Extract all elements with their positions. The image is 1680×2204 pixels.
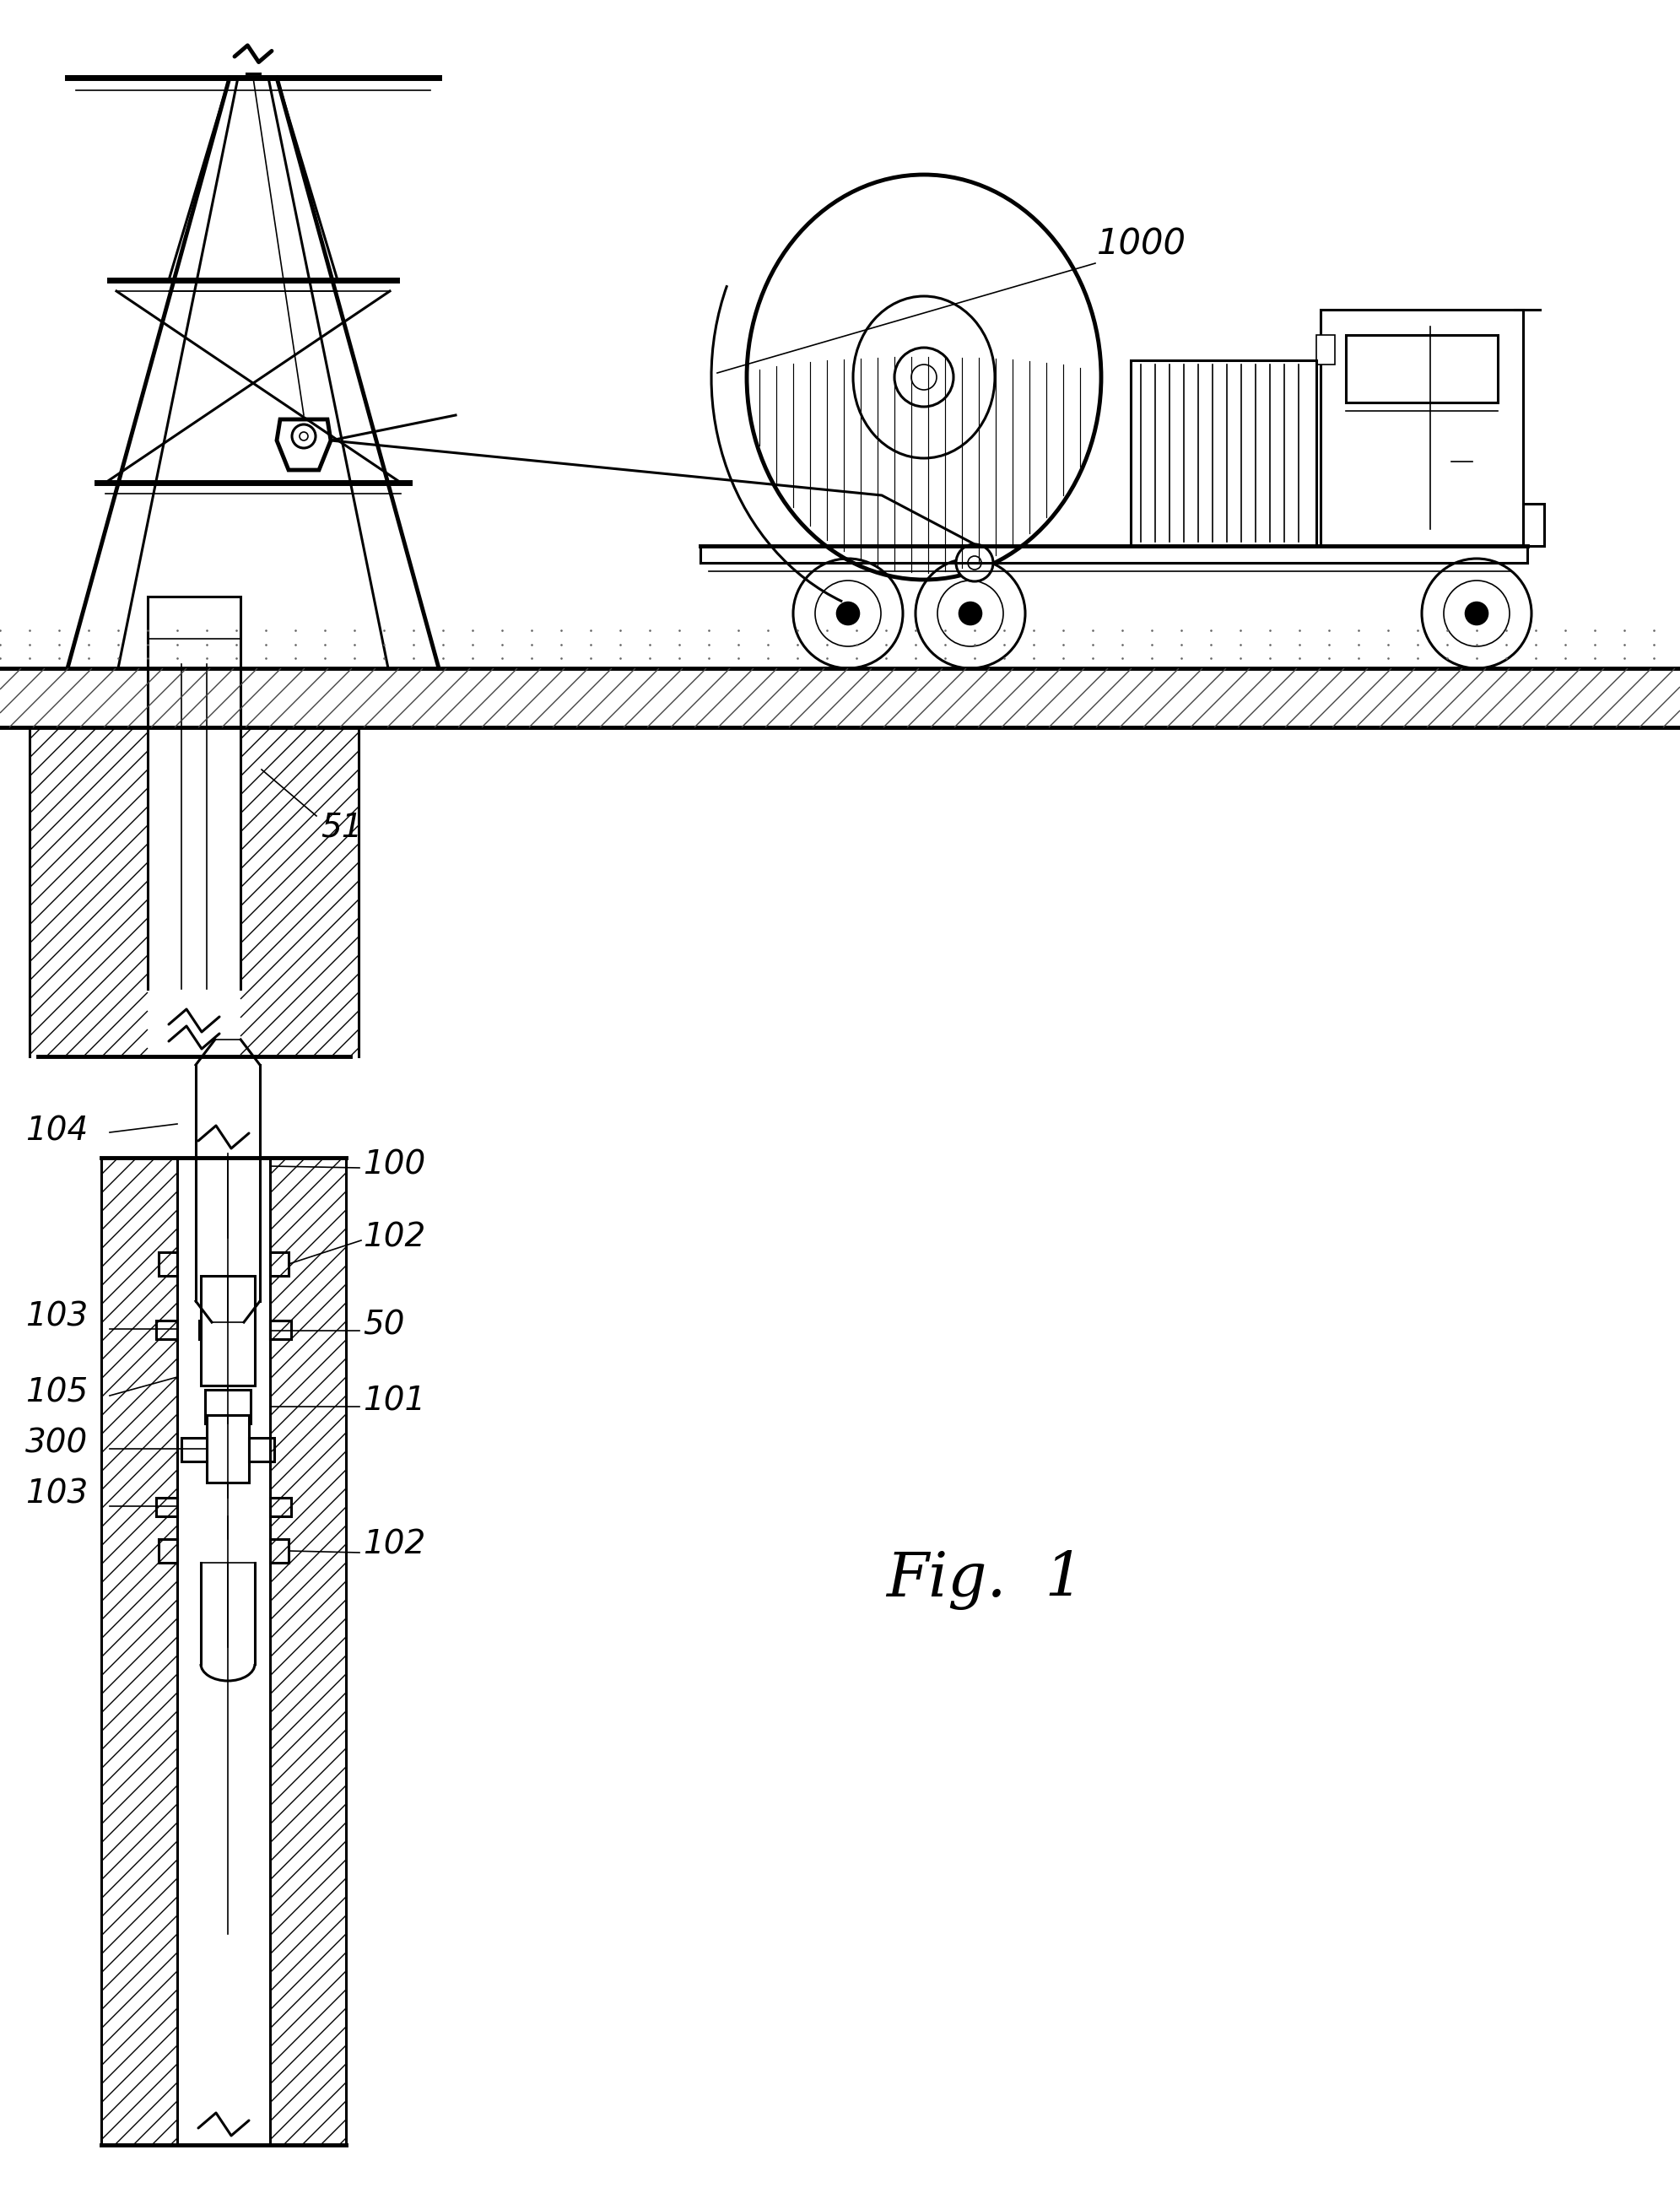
Bar — [270, 1499, 291, 1516]
Text: 102: 102 — [363, 1221, 425, 1254]
Bar — [270, 1538, 289, 1563]
Text: 104: 104 — [25, 1115, 87, 1148]
Bar — [270, 1320, 291, 1340]
Text: 105: 105 — [25, 1378, 87, 1408]
Circle shape — [793, 558, 902, 668]
Bar — [205, 1391, 250, 1424]
Bar — [156, 1499, 176, 1516]
Bar — [181, 1437, 207, 1461]
Bar — [148, 597, 240, 668]
Bar — [207, 1415, 249, 1483]
Bar — [701, 547, 1527, 562]
Circle shape — [958, 602, 983, 626]
Text: 1000: 1000 — [1097, 227, 1186, 262]
Bar — [1346, 335, 1499, 403]
Bar — [200, 1320, 220, 1340]
Bar — [200, 1276, 255, 1386]
Circle shape — [837, 602, 860, 626]
Circle shape — [956, 544, 993, 582]
Bar — [1317, 335, 1336, 364]
Bar — [270, 1320, 291, 1340]
Text: 50: 50 — [363, 1309, 405, 1342]
Text: 103: 103 — [25, 1479, 87, 1510]
Bar — [1524, 505, 1544, 547]
Bar — [270, 1252, 289, 1276]
Text: 300: 300 — [25, 1428, 87, 1459]
Bar — [1131, 359, 1317, 547]
Circle shape — [894, 348, 954, 408]
Bar — [158, 1252, 176, 1276]
Circle shape — [1421, 558, 1532, 668]
Text: 102: 102 — [363, 1530, 425, 1560]
Text: 51: 51 — [321, 811, 363, 844]
Text: 101: 101 — [363, 1386, 425, 1417]
Circle shape — [916, 558, 1025, 668]
Text: 103: 103 — [25, 1300, 87, 1333]
Circle shape — [1465, 602, 1488, 626]
Bar — [249, 1437, 274, 1461]
Text: Fig.  1: Fig. 1 — [885, 1549, 1084, 1609]
Bar — [158, 1538, 176, 1563]
Text: 100: 100 — [363, 1148, 425, 1181]
Bar — [156, 1320, 176, 1340]
Bar — [1320, 311, 1524, 547]
Polygon shape — [277, 419, 331, 469]
